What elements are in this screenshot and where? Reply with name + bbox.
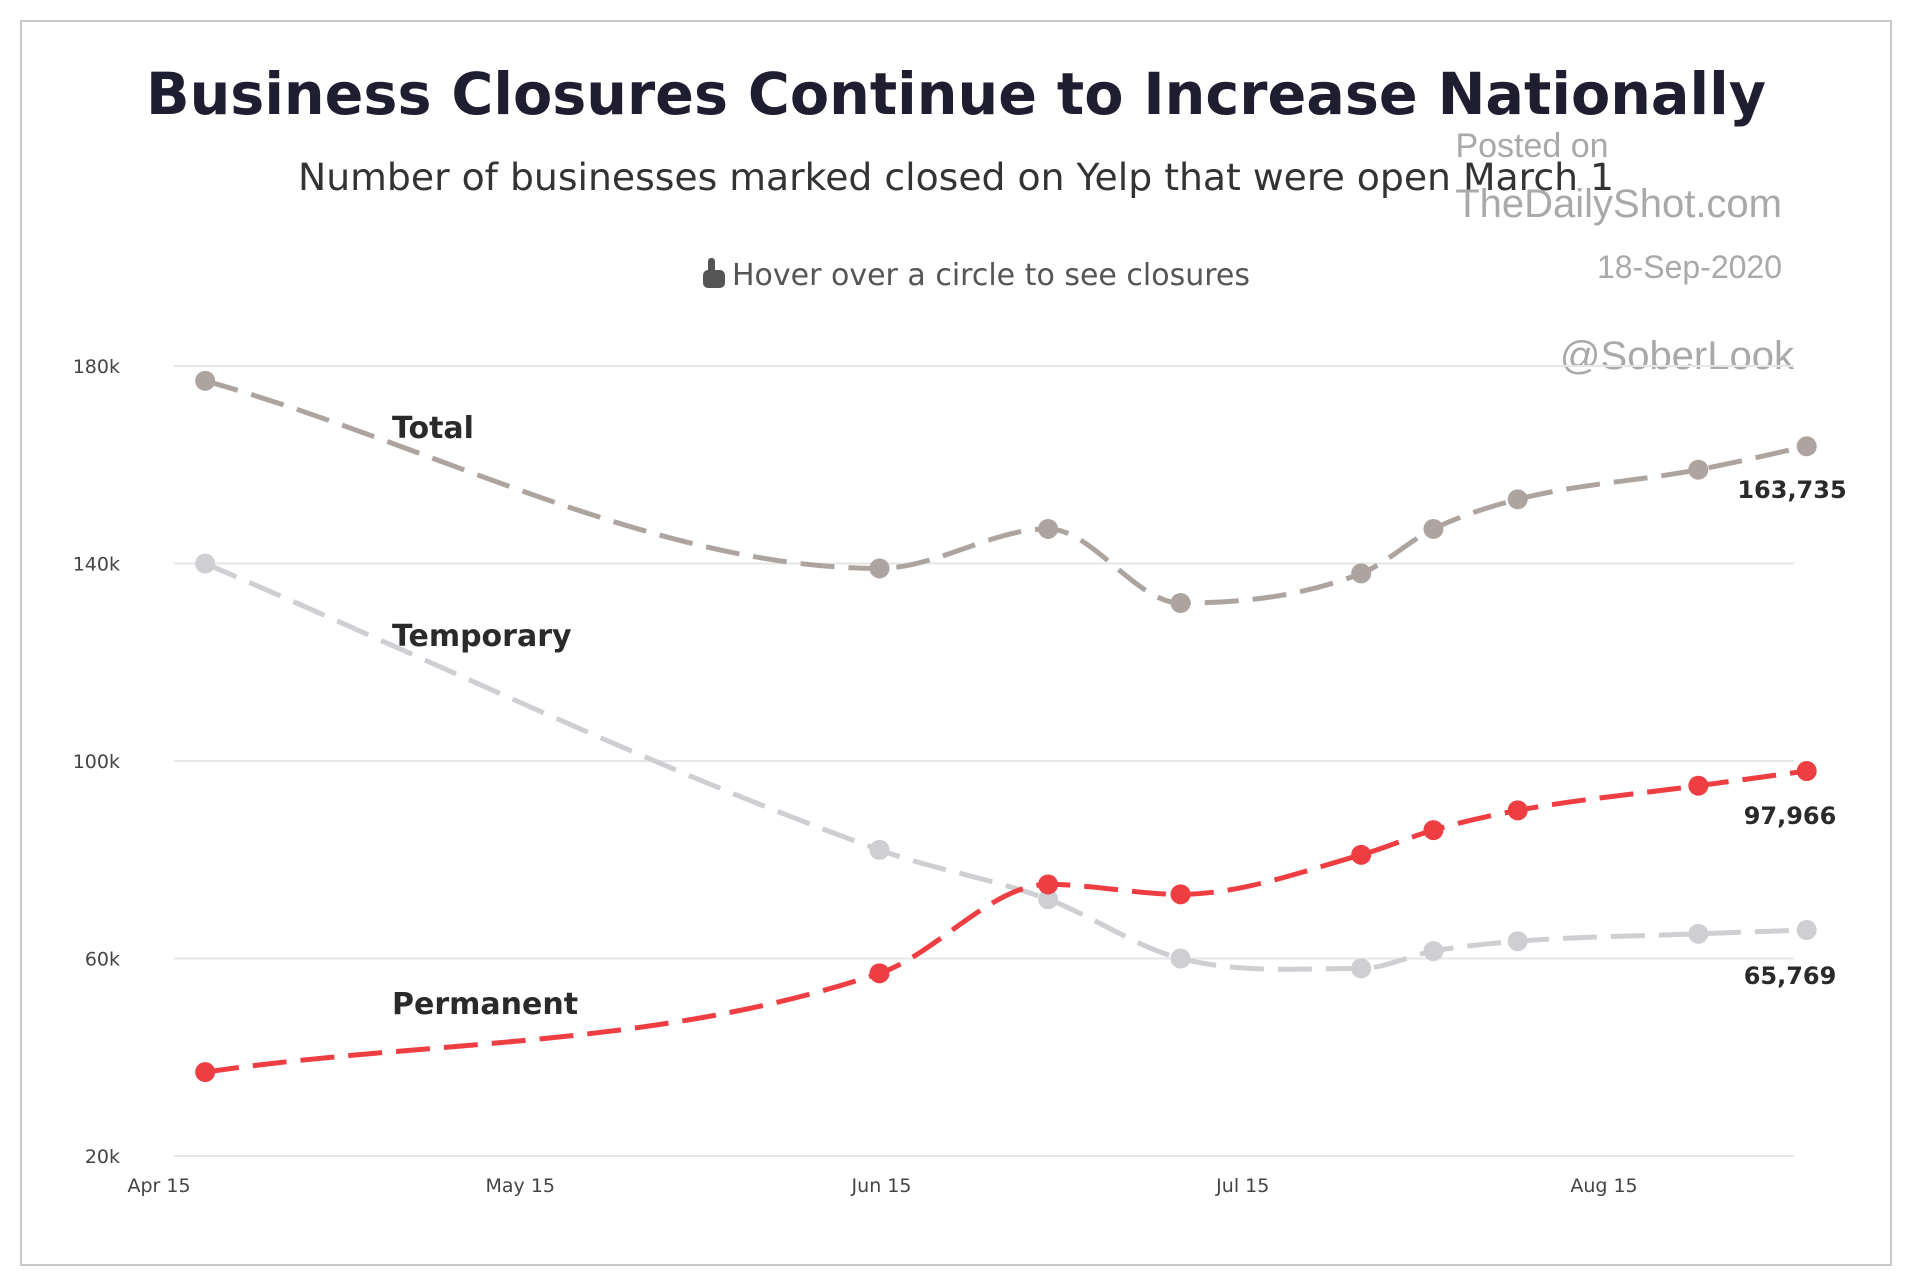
x-tick-label: Jun 15 xyxy=(851,1175,912,1197)
data-point-temporary[interactable] xyxy=(1423,941,1444,962)
end-label-permanent: 97,966 xyxy=(1744,802,1837,830)
data-point-temporary[interactable] xyxy=(869,839,890,860)
data-point-permanent[interactable] xyxy=(1423,820,1444,841)
data-point-temporary[interactable] xyxy=(1351,958,1372,979)
x-tick-label: Apr 15 xyxy=(127,1175,190,1197)
chart-frame: Business Closures Continue to Increase N… xyxy=(20,20,1892,1266)
end-label-temporary: 65,769 xyxy=(1744,962,1837,990)
series-lines xyxy=(204,378,1808,1075)
y-tick-label: 60k xyxy=(85,949,120,971)
series-label-permanent: Permanent xyxy=(392,987,578,1022)
data-point-permanent[interactable] xyxy=(1688,775,1709,796)
chart-svg: Business Closures Continue to Increase N… xyxy=(73,60,1847,1197)
series-line-total xyxy=(204,378,1808,606)
data-point-temporary[interactable] xyxy=(1170,948,1191,969)
chart-title: Business Closures Continue to Increase N… xyxy=(146,60,1766,128)
data-point-total[interactable] xyxy=(1796,436,1817,457)
data-point-permanent[interactable] xyxy=(869,963,890,984)
data-point-temporary[interactable] xyxy=(1688,923,1709,944)
y-tick-label: 180k xyxy=(73,356,120,378)
pointer-hand-icon xyxy=(703,258,725,288)
data-point-total[interactable] xyxy=(1507,489,1528,510)
series-labels: Total Temporary Permanent xyxy=(392,411,578,1022)
series-line-temporary xyxy=(204,561,1807,972)
data-point-total[interactable] xyxy=(1170,593,1191,613)
chart-subtitle: Number of businesses marked closed on Ye… xyxy=(298,156,1614,199)
series-points[interactable] xyxy=(195,370,1817,1083)
data-point-permanent[interactable] xyxy=(1170,884,1191,905)
data-point-permanent[interactable] xyxy=(1507,800,1528,821)
y-axis-ticks: 20k 60k 100k 140k 180k xyxy=(73,356,120,1168)
data-point-total[interactable] xyxy=(1688,459,1709,480)
hint-text: Hover over a circle to see closures xyxy=(732,258,1250,293)
data-point-total[interactable] xyxy=(1351,563,1372,584)
data-point-total[interactable] xyxy=(195,370,216,391)
hover-hint: Hover over a circle to see closures xyxy=(703,258,1250,293)
y-tick-label: 100k xyxy=(73,751,120,773)
data-point-permanent[interactable] xyxy=(195,1062,216,1083)
data-point-total[interactable] xyxy=(1423,518,1444,539)
data-point-total[interactable] xyxy=(869,558,890,579)
data-point-permanent[interactable] xyxy=(1796,761,1817,782)
data-point-temporary[interactable] xyxy=(195,553,216,574)
data-point-temporary[interactable] xyxy=(1796,920,1817,941)
x-tick-label: Aug 15 xyxy=(1570,1175,1637,1197)
watermark-posted-on: Posted on xyxy=(1455,127,1608,165)
end-labels: 163,735 65,769 97,966 xyxy=(1737,476,1846,990)
watermark-date: 18-Sep-2020 xyxy=(1597,249,1782,285)
data-point-permanent[interactable] xyxy=(1038,874,1059,895)
gridlines xyxy=(174,365,1794,1157)
data-point-permanent[interactable] xyxy=(1351,844,1372,865)
watermark-site: TheDailyShot.com xyxy=(1455,182,1782,226)
series-label-total: Total xyxy=(392,411,474,446)
x-axis-ticks: Apr 15 May 15 Jun 15 Jul 15 Aug 15 xyxy=(127,1175,1637,1197)
series-line-permanent xyxy=(204,768,1808,1075)
data-point-total[interactable] xyxy=(1038,518,1059,539)
series-label-temporary: Temporary xyxy=(392,619,572,654)
data-point-temporary[interactable] xyxy=(1507,931,1528,952)
y-tick-label: 20k xyxy=(85,1146,120,1168)
watermark: Posted on TheDailyShot.com 18-Sep-2020 @… xyxy=(1455,127,1795,378)
watermark-handle: @SoberLook xyxy=(1560,334,1795,378)
x-tick-label: Jul 15 xyxy=(1215,1175,1269,1197)
x-tick-label: May 15 xyxy=(486,1175,556,1197)
end-label-total: 163,735 xyxy=(1737,476,1846,504)
y-tick-label: 140k xyxy=(73,554,120,576)
data-point-temporary[interactable] xyxy=(1038,889,1059,910)
